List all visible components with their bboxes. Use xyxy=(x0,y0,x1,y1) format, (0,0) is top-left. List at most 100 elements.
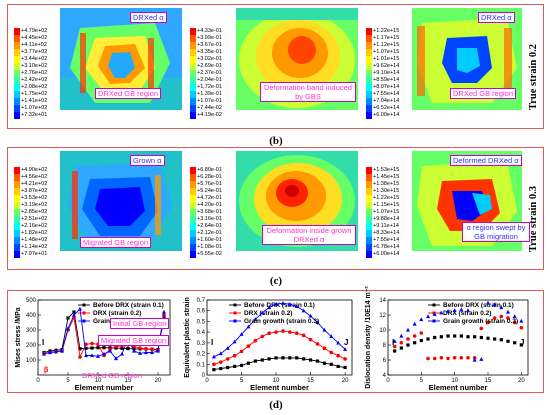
legend-swatch xyxy=(366,112,372,119)
legend-swatch xyxy=(14,223,20,230)
legend-swatch xyxy=(190,56,196,63)
legend-value: +1.15e+15 xyxy=(373,202,400,208)
legend-swatch xyxy=(190,28,196,35)
legend-value: +7.44e-02 xyxy=(197,105,222,111)
legend-value: +1.07e-01 xyxy=(197,98,222,104)
legend-value: +2.51e+02 xyxy=(21,216,48,222)
legend-value: +6.80e-01 xyxy=(197,167,222,173)
legend-value: +7.32e+01 xyxy=(21,112,48,118)
side-label-strain-0-3: True strain 0.3 xyxy=(528,185,539,252)
legend-value: +4.11e+02 xyxy=(21,42,47,48)
legend-swatch xyxy=(14,195,20,202)
legend-swatch xyxy=(14,49,20,56)
legend-swatch xyxy=(190,167,196,174)
legend-swatch xyxy=(14,42,20,49)
legend-swatch xyxy=(14,84,20,91)
legend-swatch xyxy=(366,91,372,98)
legend-value: +3.19e+02 xyxy=(21,202,48,208)
legend-value: +3.68e-01 xyxy=(197,209,222,215)
legend-value: +1.39e-01 xyxy=(197,91,222,97)
legend-swatch xyxy=(366,35,372,42)
legend-value: +1.72e-01 xyxy=(197,84,222,90)
annotation-initial-gb: Initial GB region xyxy=(110,318,170,329)
legend-value: +6.28e-01 xyxy=(197,174,222,180)
legend-value: +7.97e+01 xyxy=(21,251,48,257)
legend-swatch xyxy=(190,112,196,119)
legend-value: +2.64e-01 xyxy=(197,223,222,229)
legend-swatch xyxy=(190,202,196,209)
legend-swatch xyxy=(14,77,20,84)
legend-swatch xyxy=(14,112,20,119)
legend-value: +1.48e+02 xyxy=(21,237,48,243)
legend-swatch xyxy=(190,209,196,216)
legend-swatch xyxy=(14,251,20,258)
panel-letter-b: (b) xyxy=(269,135,283,147)
legend-swatch xyxy=(366,70,372,77)
legend-swatch xyxy=(14,167,20,174)
legend-swatch xyxy=(366,28,372,35)
legend-value: +1.45e+15 xyxy=(373,174,400,180)
legend-value: +1.22e+15 xyxy=(373,195,400,201)
annotation-deformation-inside: Deformation inside grown DRXed α xyxy=(262,225,356,245)
legend-swatch xyxy=(190,216,196,223)
legend-swatch xyxy=(366,188,372,195)
legend-swatch xyxy=(190,63,196,70)
legend-value: +4.72e-01 xyxy=(197,195,222,201)
legend-swatch xyxy=(14,209,20,216)
annotation-deformation-band: Deformation band induced by GBS xyxy=(260,82,356,102)
legend-swatch xyxy=(14,174,20,181)
legend-value: +2.04e-01 xyxy=(197,77,222,83)
legend-value: +1.41e+02 xyxy=(21,98,48,104)
legend-swatch xyxy=(190,244,196,251)
legend-value: +3.10e+02 xyxy=(21,63,48,69)
legend-swatch xyxy=(190,223,196,230)
legend-value: +9.10e+14 xyxy=(373,70,400,76)
legend-swatch xyxy=(14,216,20,223)
legend-swatch xyxy=(14,244,20,251)
legend-value: +6.00e+14 xyxy=(373,251,400,257)
legend-swatch xyxy=(366,202,372,209)
legend-swatch xyxy=(14,181,20,188)
legend-value: +1.17e+15 xyxy=(373,35,400,41)
legend-value: +7.04e+14 xyxy=(373,98,400,104)
legend-swatch xyxy=(366,42,372,49)
legend-value: +8.33e+14 xyxy=(373,230,400,236)
panel-b-frame xyxy=(7,4,544,129)
legend-value: +4.90e+02 xyxy=(21,167,48,173)
legend-value: +5.55e-02 xyxy=(197,251,222,257)
panel-d-frame xyxy=(7,290,544,393)
legend-value: +2.16e+02 xyxy=(21,223,48,229)
panel-letter-c: (c) xyxy=(269,275,283,287)
legend-value: +1.75e+02 xyxy=(21,91,48,97)
legend-swatch xyxy=(190,70,196,77)
annotation-drxed-gb-b1: DRXed GB region xyxy=(95,88,162,99)
legend-swatch xyxy=(14,56,20,63)
legend-swatch xyxy=(366,195,372,202)
legend-swatch xyxy=(366,49,372,56)
legend-swatch xyxy=(366,230,372,237)
legend-value: +3.35e-01 xyxy=(197,49,222,55)
stress-map-c xyxy=(60,151,182,251)
legend-value: +4.21e+02 xyxy=(21,181,48,187)
legend-swatch xyxy=(190,237,196,244)
annotation-drxed-alpha-b1: DRXed α xyxy=(130,12,167,23)
legend-value: +3.44e+02 xyxy=(21,56,48,62)
legend-swatch xyxy=(190,49,196,56)
legend-swatch xyxy=(14,105,20,112)
legend-value: +1.60e-01 xyxy=(197,237,222,243)
legend-value: +3.99e-01 xyxy=(197,35,222,41)
legend-value: +4.33e-01 xyxy=(197,28,222,34)
legend-swatch xyxy=(14,35,20,42)
legend-swatch xyxy=(366,84,372,91)
legend-value: +3.02e-01 xyxy=(197,56,222,62)
annotation-migrated-gb-d: Migrated GB region xyxy=(98,335,170,346)
annotation-migrated-gb: Migrated GB region xyxy=(80,237,152,248)
legend-swatch xyxy=(190,105,196,112)
legend-value: +3.53e+02 xyxy=(21,195,48,201)
legend-swatch xyxy=(190,251,196,258)
legend-swatch xyxy=(14,202,20,209)
legend-value: +2.37e-01 xyxy=(197,70,222,76)
legend-value: +9.88e+14 xyxy=(373,216,400,222)
annotation-drxed-alpha-b2: DRXed α xyxy=(478,12,515,23)
legend-value: +1.07e+02 xyxy=(21,105,48,111)
